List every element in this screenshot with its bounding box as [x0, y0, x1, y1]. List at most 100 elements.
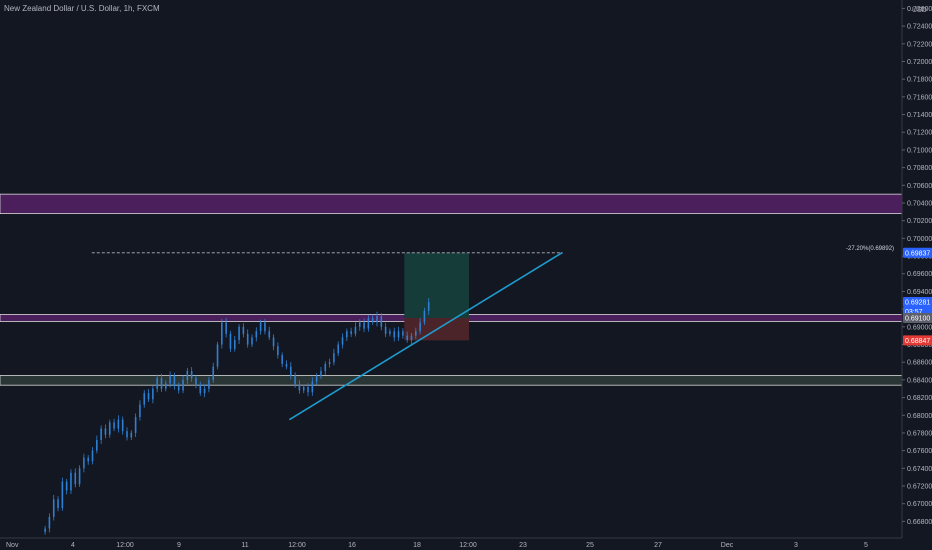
target-box[interactable] — [404, 252, 469, 318]
candle-body — [277, 346, 279, 356]
candle-body — [96, 440, 98, 451]
candle-body — [126, 431, 128, 438]
x-tick-label: Dec — [721, 542, 734, 549]
y-tick-label: 0.71000 — [907, 147, 932, 154]
y-tick-label: 0.70600 — [907, 183, 932, 190]
candle-body — [216, 344, 219, 367]
x-tick-label: 11 — [241, 542, 248, 549]
candle-body — [246, 333, 249, 345]
y-tick-label: 0.69600 — [907, 271, 932, 278]
candle-body — [384, 326, 387, 334]
lower-grey-zone[interactable] — [0, 375, 903, 386]
candles-layer — [44, 298, 430, 535]
y-tick-label: 0.70800 — [907, 165, 932, 172]
candle-body — [285, 363, 288, 367]
current-price-badge[interactable] — [903, 296, 932, 307]
candle-body — [354, 326, 357, 334]
candle-body — [139, 404, 141, 418]
candle-body — [182, 379, 184, 391]
candle-body — [44, 528, 46, 532]
chart-title: New Zealand Dollar / U.S. Dollar, 1h, FX… — [4, 4, 160, 13]
candle-body — [100, 428, 102, 441]
support-price-badge-text: 0.69100 — [905, 315, 930, 322]
candle-body — [147, 393, 150, 400]
y-tick-label: 0.71200 — [907, 130, 932, 137]
y-tick-label: 0.67800 — [907, 430, 932, 437]
candle-body — [358, 322, 361, 327]
candle-body — [104, 428, 107, 435]
y-tick-label: 0.71600 — [907, 94, 932, 101]
trendline[interactable] — [288, 251, 563, 421]
candle-body — [87, 457, 90, 462]
y-tick-label: 0.71800 — [907, 77, 932, 84]
x-tick-label: 4 — [71, 542, 75, 549]
candle-body — [78, 468, 81, 485]
candle-body — [350, 331, 352, 334]
current-price-badge-text: 0.69281 — [905, 299, 930, 306]
x-tick-label: 25 — [586, 542, 594, 549]
candle-body — [376, 316, 378, 323]
candle-body — [427, 302, 430, 311]
candle-body — [307, 386, 309, 393]
candle-body — [363, 322, 365, 329]
candle-body — [333, 353, 335, 363]
candle-body — [272, 337, 275, 347]
position-tool — [404, 252, 469, 341]
candle-body — [83, 457, 85, 469]
x-tick-label: 9 — [177, 542, 181, 549]
candle-body — [233, 340, 236, 349]
candle-body — [294, 375, 296, 385]
candle-body — [337, 344, 340, 354]
x-tick-label: 12:00 — [288, 542, 306, 549]
candle-body — [208, 379, 210, 389]
candle-body — [212, 366, 215, 380]
candle-body — [371, 317, 374, 323]
candle-body — [268, 331, 271, 338]
y-tick-label: 0.69000 — [907, 324, 932, 331]
candle-body — [298, 384, 301, 391]
candle-body — [255, 331, 258, 338]
candle-body — [251, 337, 253, 345]
candle-body — [259, 322, 262, 332]
y-tick-label: 0.67400 — [907, 466, 932, 473]
candle-body — [225, 322, 227, 334]
candle-body — [328, 362, 331, 364]
y-tick-label: 0.72200 — [907, 41, 932, 48]
candle-body — [143, 393, 146, 405]
stop-price-badge[interactable] — [903, 335, 932, 346]
lines-layer: -27.20%(0.69892) — [91, 246, 894, 421]
candle-body — [160, 378, 163, 389]
target-price-badge[interactable] — [903, 247, 932, 258]
x-tick-label: 12:00 — [459, 542, 477, 549]
y-tick-label: 0.66800 — [907, 519, 932, 526]
candle-body — [324, 363, 327, 372]
y-tick-label: 0.68600 — [907, 360, 932, 367]
candle-body — [302, 386, 305, 391]
candle-body — [186, 371, 189, 380]
x-tick-label: 3 — [794, 542, 798, 549]
candle-body — [281, 355, 283, 364]
stop-price-badge-text: 0.68847 — [905, 338, 930, 345]
candle-body — [203, 388, 206, 394]
candle-body — [238, 326, 240, 341]
candle-body — [134, 417, 137, 433]
target-annotation: -27.20%(0.69892) — [846, 246, 894, 252]
y-tick-label: 0.72000 — [907, 59, 932, 66]
candle-body — [393, 331, 396, 338]
candle-body — [229, 333, 232, 349]
x-tick-label: 18 — [413, 542, 421, 549]
y-tick-label: 0.68400 — [907, 377, 932, 384]
candle-body — [242, 326, 245, 334]
candle-body — [315, 376, 318, 382]
candle-body — [52, 499, 55, 517]
candle-body — [164, 383, 167, 389]
candle-body — [74, 472, 77, 485]
candle-body — [402, 331, 404, 336]
y-tick-label: 0.67200 — [907, 484, 932, 491]
candle-body — [406, 335, 408, 341]
x-tick-label: 12:00 — [116, 542, 134, 549]
support-price-badge[interactable] — [903, 312, 932, 323]
candle-body — [397, 331, 400, 338]
upper-purple-zone[interactable] — [0, 193, 903, 215]
